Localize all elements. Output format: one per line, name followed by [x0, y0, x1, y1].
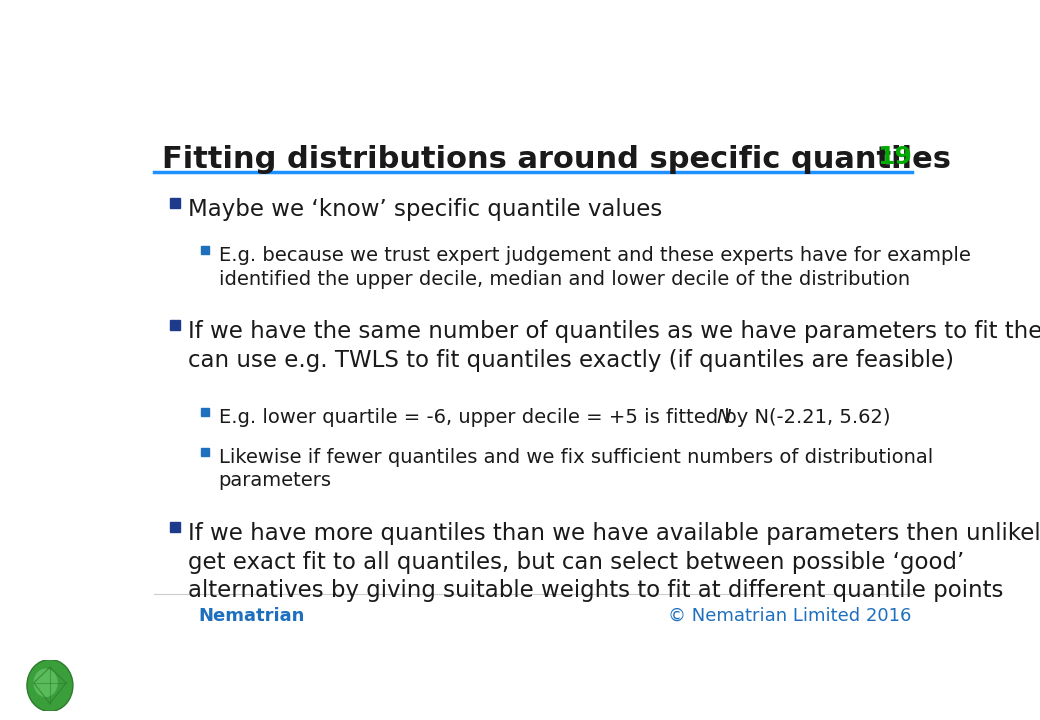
Text: Maybe we ‘know’ specific quantile values: Maybe we ‘know’ specific quantile values — [188, 199, 662, 221]
Text: If we have more quantiles than we have available parameters then unlikely to
get: If we have more quantiles than we have a… — [188, 522, 1040, 602]
Text: Fitting distributions around specific quantiles: Fitting distributions around specific qu… — [162, 145, 952, 174]
Text: E.g. lower quartile = -6, upper decile = +5 is fitted by N(-2.21, 5.62): E.g. lower quartile = -6, upper decile =… — [218, 408, 890, 427]
Text: Likewise if fewer quantiles and we fix sufficient numbers of distributional
para: Likewise if fewer quantiles and we fix s… — [218, 448, 933, 490]
Text: © Nematrian Limited 2016: © Nematrian Limited 2016 — [669, 607, 912, 625]
FancyBboxPatch shape — [201, 408, 209, 416]
FancyBboxPatch shape — [171, 522, 180, 531]
Text: 19: 19 — [877, 145, 912, 168]
Text: E.g. because we trust expert judgement and these experts have for example
identi: E.g. because we trust expert judgement a… — [218, 246, 970, 289]
Text: Nematrian: Nematrian — [199, 607, 305, 625]
Ellipse shape — [33, 669, 58, 697]
FancyBboxPatch shape — [171, 199, 180, 208]
FancyBboxPatch shape — [201, 246, 209, 254]
Text: N: N — [717, 408, 731, 427]
FancyBboxPatch shape — [171, 320, 180, 330]
Text: If we have the same number of quantiles as we have parameters to fit then
can us: If we have the same number of quantiles … — [188, 320, 1040, 372]
Ellipse shape — [27, 660, 73, 711]
FancyBboxPatch shape — [201, 448, 209, 456]
